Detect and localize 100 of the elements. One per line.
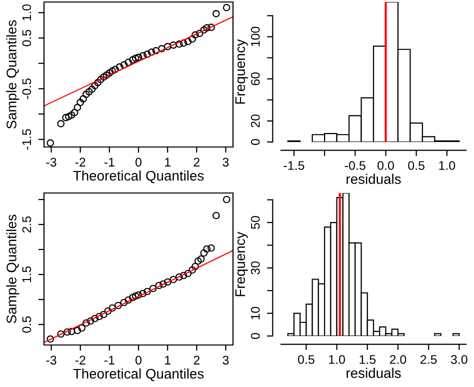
x-tick-label: 0.0 — [378, 161, 394, 170]
point — [197, 255, 205, 263]
y-axis-title: Sample Quantiles — [6, 20, 20, 129]
point — [116, 63, 124, 71]
x-tick-label: 1.0 — [439, 161, 456, 170]
y-tick-label: 10 — [250, 306, 260, 320]
point — [144, 50, 151, 58]
y-tick-label: 60 — [250, 72, 260, 86]
point — [149, 284, 157, 292]
point — [192, 262, 199, 270]
point — [212, 10, 220, 18]
x-tick-label: 3 — [222, 356, 229, 365]
y-tick-label: 1.0 — [22, 4, 32, 20]
y-tick-label: -1.5 — [22, 129, 32, 150]
point — [68, 111, 76, 119]
point — [196, 30, 204, 38]
point — [139, 290, 147, 298]
point — [184, 38, 192, 46]
y-tick-label: 30 — [250, 261, 260, 274]
point — [108, 67, 116, 75]
point — [134, 54, 142, 61]
point — [57, 120, 65, 128]
point — [212, 212, 220, 220]
x-tick-label: 3.0 — [450, 355, 468, 364]
y-tick-label: 50 — [250, 216, 260, 229]
x-tick-label: 0 — [136, 356, 142, 365]
y-tick-label: 2.5 — [22, 216, 32, 233]
x-tick-label: 1 — [165, 158, 170, 166]
point — [104, 307, 112, 315]
point — [180, 39, 188, 47]
y-tick-label: -0.5 — [22, 78, 32, 99]
x-tick-label: -2 — [75, 158, 86, 166]
y-tick-label: 20 — [250, 114, 260, 128]
x-tick-label: 0 — [136, 158, 142, 167]
point — [112, 66, 119, 74]
x-tick-label: -1.5 — [284, 161, 304, 170]
point — [64, 328, 71, 336]
x-tick-label: -3 — [46, 158, 56, 167]
point — [124, 58, 132, 66]
y-axis-title: Sample Quantiles — [6, 214, 20, 324]
point — [139, 52, 147, 60]
x-tick-label: 0.5 — [298, 355, 314, 364]
x-tick-label: -0.5 — [344, 161, 366, 170]
point — [68, 328, 76, 336]
point — [74, 104, 82, 112]
point — [152, 46, 160, 54]
point — [124, 296, 132, 304]
point — [164, 278, 172, 286]
point — [170, 276, 178, 284]
point — [100, 310, 108, 318]
point — [158, 44, 166, 52]
y-axis-title: Frequency — [235, 39, 248, 104]
point — [129, 56, 136, 64]
point — [132, 292, 140, 300]
point — [184, 270, 192, 278]
y-tick-label: 1.5 — [22, 266, 32, 282]
x-tick-label: 3 — [222, 158, 229, 167]
x-axis-title: residuals — [346, 368, 401, 378]
x-tick-label: 1 — [165, 356, 170, 364]
point — [132, 54, 140, 62]
y-axis-title: Frequency — [235, 232, 248, 296]
point — [129, 294, 136, 302]
point — [100, 73, 108, 81]
point — [144, 288, 151, 296]
point — [222, 196, 230, 204]
y-tick-label: 100 — [250, 26, 260, 46]
point — [120, 61, 128, 69]
point — [88, 86, 96, 93]
point — [114, 302, 122, 310]
point — [180, 272, 188, 280]
x-tick-label: 2.5 — [420, 355, 437, 364]
x-tick-label: -1 — [104, 356, 114, 364]
point — [74, 326, 82, 334]
point — [57, 330, 65, 338]
y-tick-label: 0 — [250, 139, 260, 145]
point — [188, 35, 196, 43]
point — [78, 324, 86, 332]
point — [85, 88, 93, 96]
x-tick-label: -1 — [104, 158, 114, 166]
point — [194, 257, 202, 265]
point — [160, 280, 167, 288]
x-tick-label: 1.5 — [360, 355, 376, 364]
point — [203, 245, 211, 253]
point — [203, 24, 211, 32]
point — [208, 244, 215, 252]
point — [102, 71, 110, 79]
x-axis-title: Theoretical Quantiles — [73, 170, 204, 184]
point — [82, 319, 90, 327]
point — [108, 304, 116, 312]
x-tick-label: 2.0 — [390, 355, 406, 364]
y-tick-label: 0.5 — [22, 30, 32, 46]
point — [155, 282, 163, 290]
point — [200, 26, 208, 34]
point — [106, 69, 114, 77]
point — [134, 291, 142, 299]
point — [46, 139, 54, 147]
x-axis-title: residuals — [346, 174, 401, 184]
x-tick-label: 1.0 — [329, 355, 345, 364]
point — [188, 266, 196, 274]
point — [46, 335, 54, 343]
